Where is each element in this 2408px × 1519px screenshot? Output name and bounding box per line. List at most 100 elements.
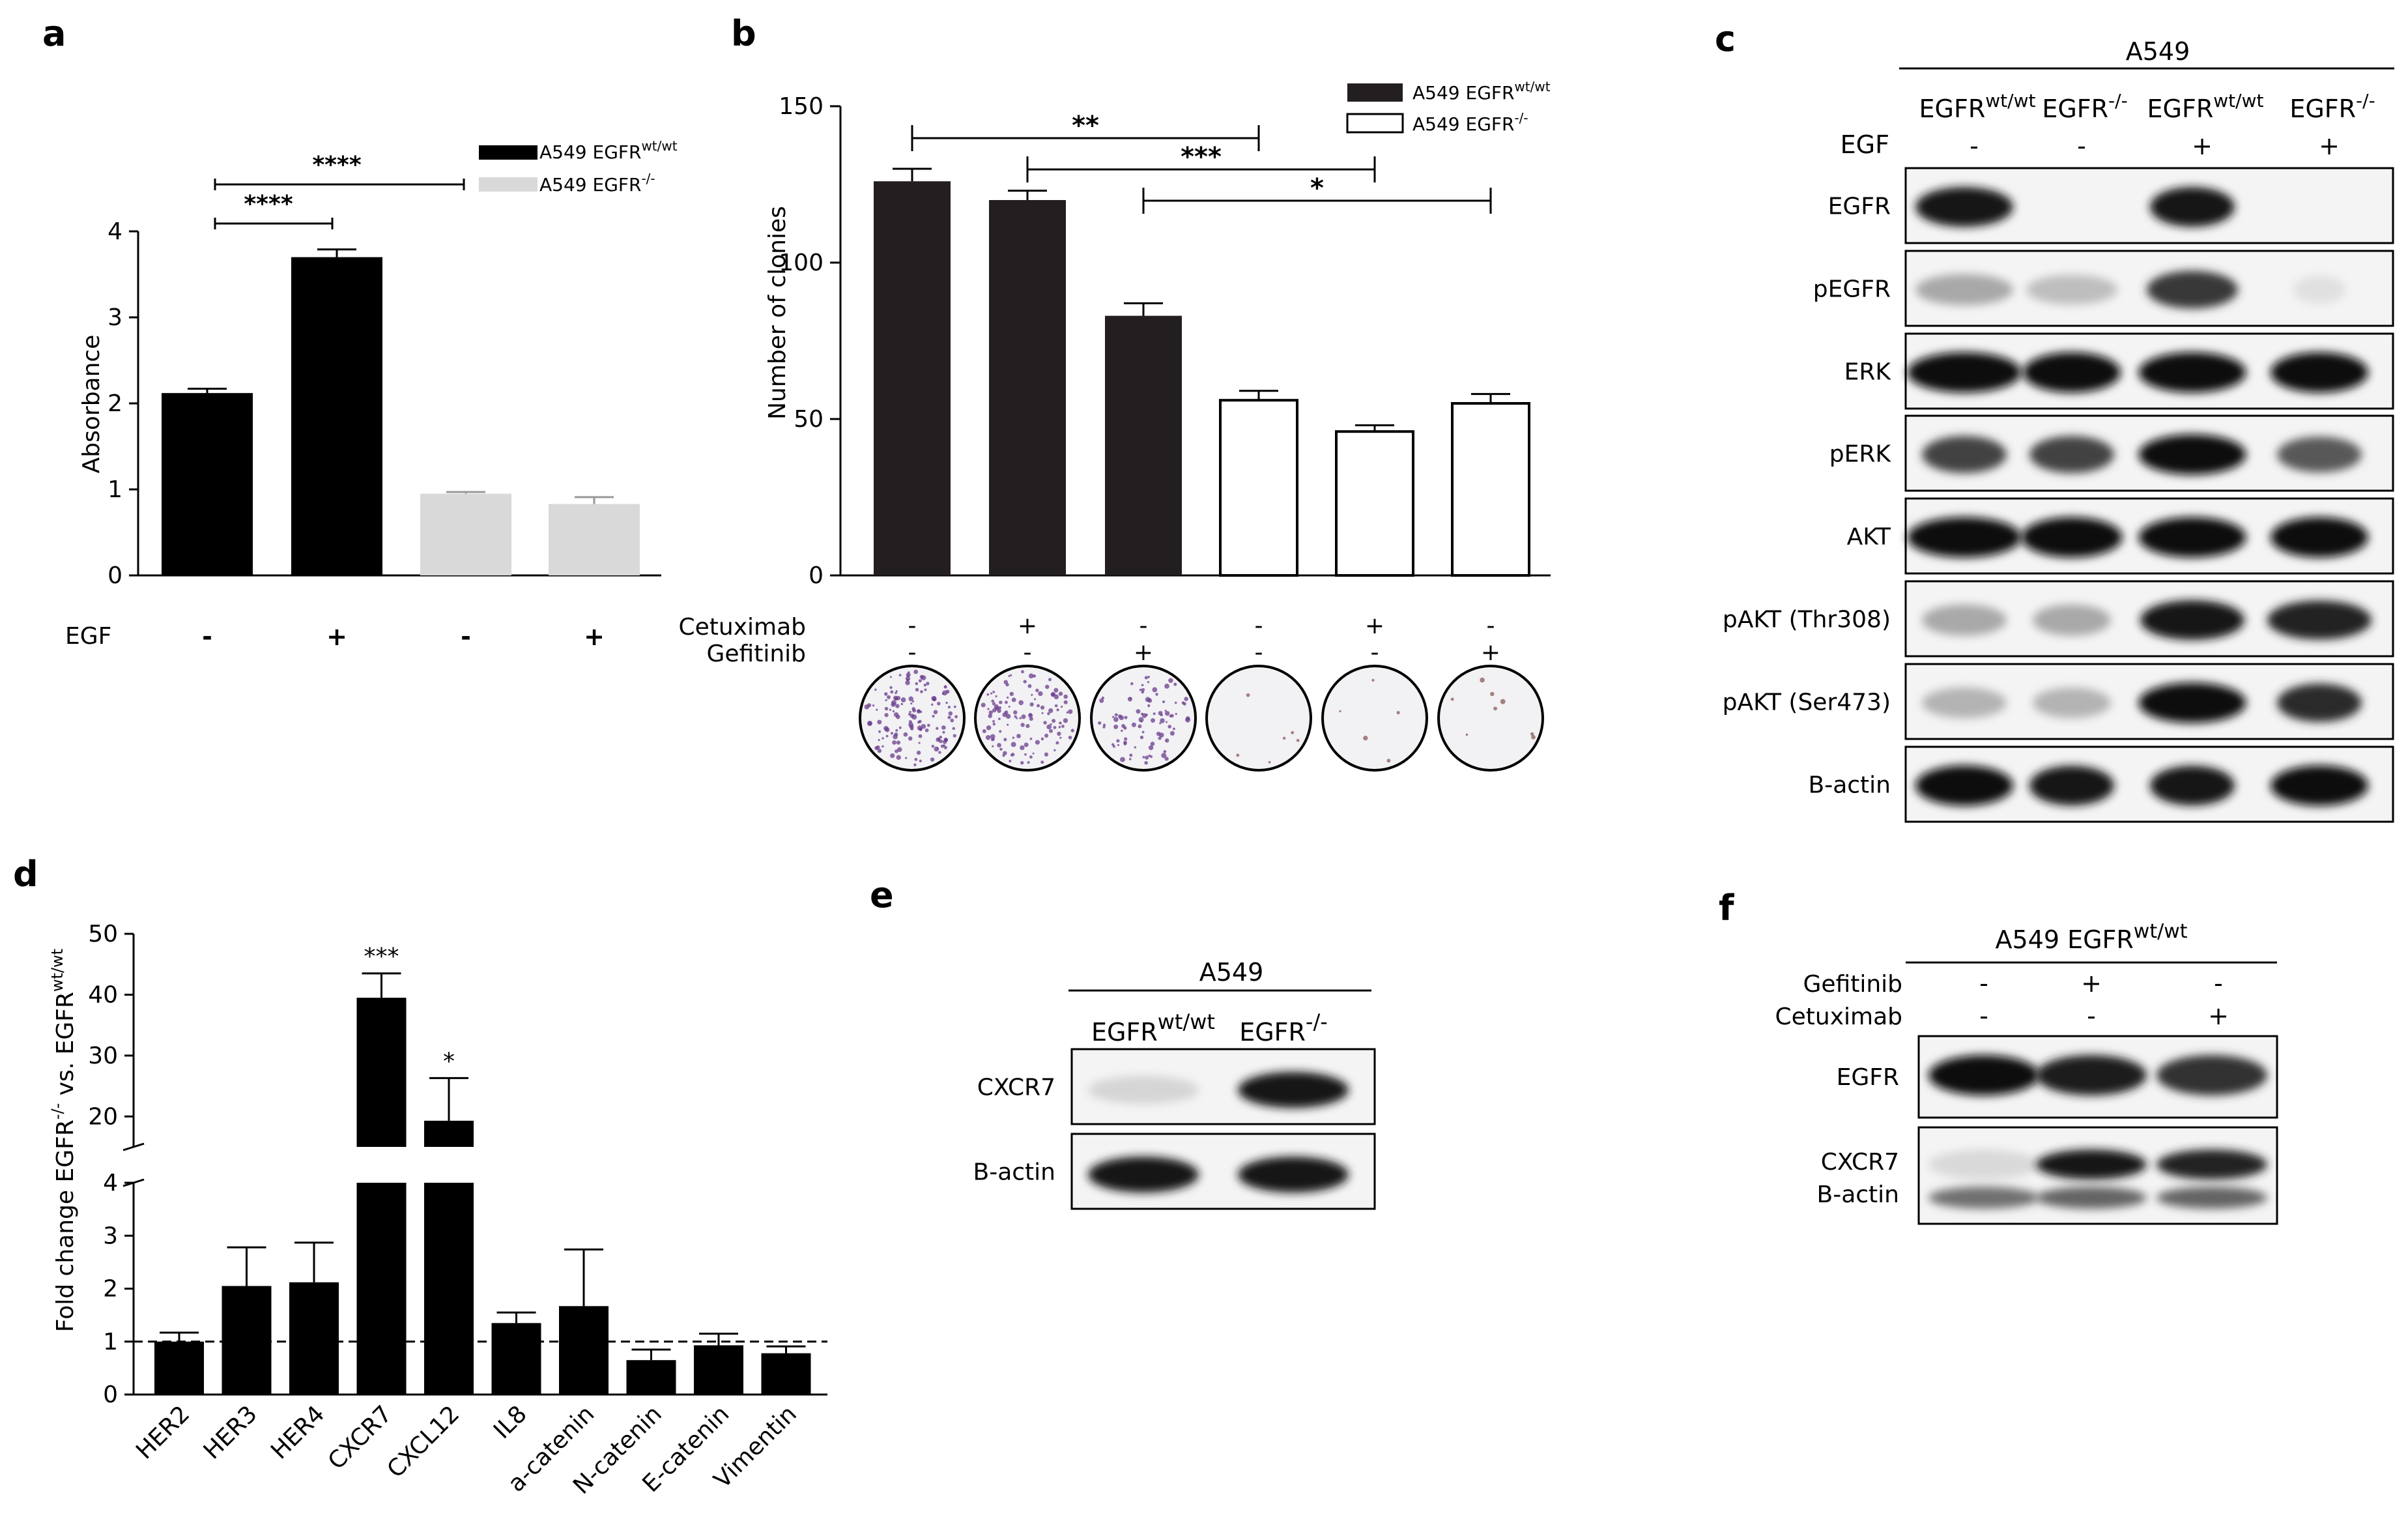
colony	[890, 690, 894, 694]
panel-a-ylabel: Absorbance	[78, 335, 105, 474]
colony	[981, 702, 986, 708]
category-label: CXCL12	[382, 1400, 465, 1483]
colony	[1155, 693, 1158, 696]
panel-f-western-blot: A549 EGFRwt/wt Gefitinib - + -Cetuximab - - + …	[1775, 920, 2278, 1225]
colony	[891, 702, 896, 707]
column-genotype: EGFR-/-	[1239, 1009, 1328, 1047]
colony	[1048, 678, 1052, 682]
blot-band	[2021, 517, 2123, 558]
colony	[1032, 752, 1035, 755]
colony	[1129, 697, 1132, 700]
cell-line-label: A549	[2126, 37, 2190, 66]
colony	[997, 743, 1001, 747]
colony	[1493, 706, 1498, 711]
panel-b-legend: A549 EGFRwt/wt A549 EGFR-/-	[1346, 79, 1551, 135]
egf-value: -	[202, 622, 212, 651]
colony	[1123, 742, 1127, 745]
colony	[914, 758, 918, 761]
bar	[491, 1323, 541, 1395]
colony	[890, 732, 894, 735]
bar-upper	[424, 1120, 474, 1147]
colony	[885, 727, 890, 732]
colony	[1019, 717, 1022, 719]
colony	[915, 687, 919, 692]
colony	[910, 713, 915, 718]
colony	[924, 728, 929, 732]
colony	[1172, 727, 1175, 731]
colony	[1129, 753, 1133, 757]
colony	[1058, 725, 1061, 729]
colony	[1029, 755, 1033, 759]
colony	[950, 718, 954, 723]
y-tick-label: 4	[103, 1170, 118, 1196]
colony	[872, 704, 875, 707]
blot-row-label: pAKT (Ser473)	[1723, 689, 1891, 716]
treatment-value: +	[1018, 613, 1037, 639]
colony	[1005, 682, 1009, 687]
colony	[1164, 709, 1167, 712]
colony	[908, 722, 913, 728]
treatment-value: -	[2087, 1002, 2096, 1030]
treatment-label: Cetuximab	[678, 614, 806, 641]
colony	[1070, 729, 1074, 732]
colony	[1141, 731, 1145, 734]
colony	[1282, 736, 1286, 740]
colony	[1164, 684, 1169, 689]
colony	[945, 689, 950, 694]
bar	[420, 493, 511, 575]
blot-band	[1915, 765, 2013, 806]
colony	[900, 697, 906, 702]
colony	[1156, 731, 1161, 736]
colony	[921, 675, 926, 681]
treatment-value: +	[1134, 639, 1153, 666]
y-tick-label: 0	[809, 562, 824, 589]
colony	[954, 715, 958, 719]
colony	[1004, 701, 1008, 704]
colony	[1164, 711, 1170, 716]
colony	[932, 714, 935, 718]
colony	[1160, 714, 1163, 717]
colony	[1054, 687, 1059, 693]
sig-label: ****	[244, 191, 293, 218]
column-genotype: EGFR-/-	[2042, 90, 2127, 123]
colony	[1173, 682, 1177, 686]
colony	[1002, 754, 1005, 757]
treatment-value: -	[1979, 1002, 1988, 1030]
colony	[1144, 676, 1148, 680]
colony	[1054, 704, 1058, 708]
bar	[989, 200, 1066, 575]
colony	[1029, 702, 1034, 707]
colony	[1008, 705, 1010, 708]
panel-a-significance: **** ****	[214, 152, 465, 229]
colony	[1063, 718, 1068, 723]
colony	[916, 750, 921, 755]
panel-a-egf-row: - + - +	[202, 622, 605, 651]
colony	[985, 734, 991, 740]
colony	[1040, 705, 1045, 710]
y-tick-label: 20	[88, 1103, 118, 1130]
colony	[1141, 684, 1144, 687]
blot-band	[1238, 1071, 1349, 1108]
colony	[1164, 738, 1169, 743]
colony	[952, 727, 956, 731]
colony	[1145, 697, 1151, 702]
colony	[1168, 678, 1173, 684]
blot-band	[1907, 517, 2022, 558]
colony	[1130, 682, 1134, 686]
colony	[1531, 734, 1536, 740]
treatment-value: +	[1481, 639, 1500, 666]
egf-value: -	[2077, 132, 2086, 160]
colony	[1020, 760, 1024, 765]
colony	[1120, 757, 1125, 762]
y-tick-label: 40	[88, 981, 118, 1008]
colony	[999, 747, 1003, 751]
colony	[1120, 729, 1123, 732]
colony	[1152, 687, 1158, 693]
panel-b-treatment-rows: Cetuximab - + - - + -Gefitinib - - + - - +	[678, 613, 1500, 667]
panel-c-blot-strips: EGFR pEGFR ERK pERK AKT pAKT (Thr308) pAKT (Se…	[1723, 167, 2394, 823]
colony	[874, 688, 877, 691]
colony	[920, 690, 923, 693]
colony	[943, 745, 947, 749]
